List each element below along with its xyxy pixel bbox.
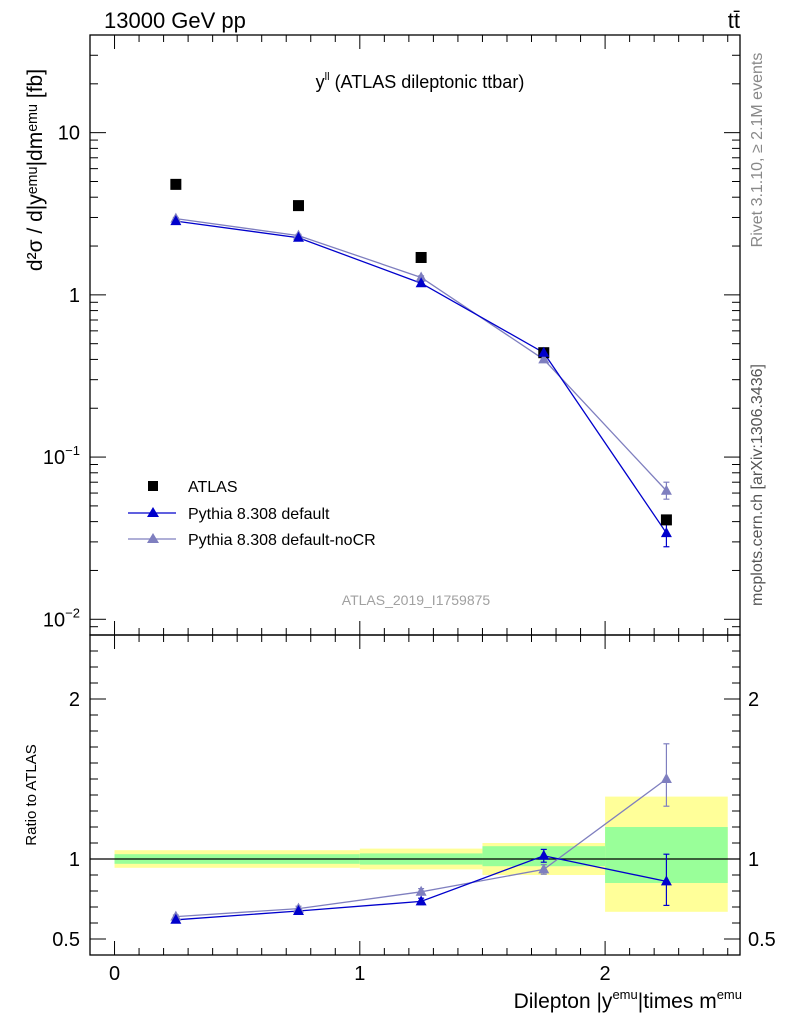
ratio-nocr-point — [660, 773, 672, 783]
legend-entry-nocr: Pythia 8.308 default-noCR — [128, 532, 376, 549]
energy-label: 13000 GeV pp — [104, 8, 246, 33]
main-default-point — [415, 277, 427, 288]
process-label: tt̄ — [728, 8, 740, 33]
main-title: yll (ATLAS dileptonic ttbar) — [316, 71, 525, 92]
main-y-tick-label: 10 — [58, 123, 80, 145]
main-nocr-point — [538, 353, 550, 364]
legend-default-triangle-icon — [147, 507, 159, 517]
ratio-nocr-point — [415, 885, 427, 896]
main-default-point — [538, 346, 550, 357]
legend-atlas-label: ATLAS — [188, 479, 238, 496]
main-atlas-point — [292, 200, 304, 212]
legend: ATLAS Pythia 8.308 default Pythia 8.308 … — [128, 479, 376, 549]
ratio-axes: 0.5 0.5 1 1 2 2 0 1 2 — [52, 634, 776, 985]
main-data-marks — [170, 178, 672, 548]
legend-nocr-label: Pythia 8.308 default-noCR — [188, 532, 376, 549]
main-y-tick-label: 10−2 — [43, 605, 80, 631]
ratio-default-point — [292, 905, 304, 915]
analysis-watermark: ATLAS_2019_I1759875 — [342, 592, 491, 608]
mcplots-label: mcplots.cern.ch [arXiv:1306.3436] — [749, 364, 766, 606]
ratio-default-point — [660, 875, 672, 886]
main-nocr-point — [660, 484, 672, 495]
main-axes: 10−2 10−1 1 10 — [43, 34, 741, 636]
legend-entry-atlas: ATLAS — [148, 479, 238, 496]
legend-nocr-triangle-icon — [147, 533, 159, 543]
ratio-y-tick-label: 1 — [69, 849, 80, 871]
main-default-point — [292, 231, 304, 242]
x-tick-label: 2 — [600, 963, 611, 985]
main-y-tick-label: 1 — [69, 285, 80, 307]
ratio-data-marks — [170, 743, 672, 924]
main-y-tick-label: 10−1 — [43, 443, 80, 469]
ratio-nocr-point — [538, 863, 550, 874]
x-tick-label: 0 — [109, 963, 120, 985]
ratio-y-axis-label: Ratio to ATLAS — [23, 744, 40, 845]
x-tick-label: 1 — [354, 963, 365, 985]
main-atlas-point — [660, 514, 672, 526]
main-default-point — [660, 527, 672, 538]
main-default-point — [170, 215, 182, 226]
ratio-y-tick-label-right: 2 — [748, 689, 759, 711]
main-atlas-point — [415, 251, 427, 263]
x-axis-label: Dilepton |yemu|times memu — [514, 987, 742, 1013]
ratio-y-tick-label: 0.5 — [52, 929, 80, 951]
main-atlas-point — [170, 178, 182, 190]
rivet-label: Rivet 3.1.10, ≥ 2.1M events — [749, 53, 766, 248]
main-default-line — [175, 220, 667, 534]
main-nocr-point — [415, 271, 427, 282]
legend-entry-default: Pythia 8.308 default — [128, 506, 330, 523]
main-y-axis-label: d²σ / d|yᵉᵐᵘ|dmᵉᵐᵘ [fb] — [24, 69, 47, 271]
ratio-y-tick-label-right: 0.5 — [748, 929, 776, 951]
ratio-default-point — [538, 849, 550, 860]
ratio-y-tick-label: 2 — [69, 689, 80, 711]
ratio-default-point — [170, 913, 182, 924]
ratio-default-point — [415, 895, 427, 906]
legend-default-label: Pythia 8.308 default — [188, 506, 330, 523]
ratio-y-tick-label-right: 1 — [748, 849, 759, 871]
legend-atlas-square-icon — [148, 481, 158, 491]
